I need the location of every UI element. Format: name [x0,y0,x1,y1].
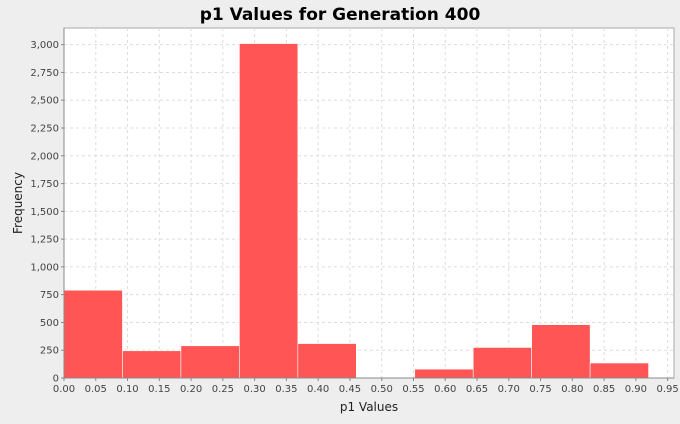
x-tick-label: 0.70 [498,384,520,395]
x-axis-label: p1 Values [340,400,398,414]
histogram-bar [180,345,240,379]
x-tick-label: 0.25 [212,384,234,395]
y-tick-label: 250 [40,346,59,357]
x-tick-label: 0.40 [307,384,329,395]
x-tick-label: 0.85 [593,384,615,395]
y-tick-label: 0 [53,374,59,385]
y-tick-label: 1,500 [30,207,59,218]
x-tick-label: 0.00 [53,384,75,395]
histogram-bar [414,368,474,379]
y-tick-label: 1,250 [30,235,59,246]
y-tick-label: 3,000 [30,40,59,51]
x-tick-label: 0.10 [116,384,138,395]
x-tick-label: 0.90 [625,384,647,395]
y-tick-label: 2,750 [30,68,59,79]
histogram-bar [472,347,532,379]
y-tick-labels: 0 250 500 750 1,000 1,250 1,500 1,750 2,000 2,250… [30,40,59,384]
x-tick-label: 0.15 [148,384,170,395]
chart-title: p1 Values for Generation 400 [200,5,481,25]
x-tick-label: 0.65 [466,384,488,395]
x-tick-label: 0.30 [243,384,265,395]
x-tick-label: 0.80 [561,384,583,395]
axes [61,28,674,381]
histogram-bar [589,362,649,379]
histogram-bar [239,43,299,379]
x-tick-label: 0.55 [402,384,424,395]
y-tick-label: 2,500 [30,96,59,107]
x-tick-label: 0.75 [529,384,551,395]
x-tick-label: 0.50 [371,384,393,395]
x-tick-labels: 0.00 0.05 0.10 0.15 0.20 0.25 0.30 0.35 0.40 0.45… [53,384,679,395]
x-tick-label: 0.45 [339,384,361,395]
histogram-bar [63,289,123,379]
y-tick-label: 2,000 [30,151,59,162]
y-axis-label: Frequency [11,172,25,234]
histogram-bar [122,350,182,379]
x-tick-label: 0.20 [180,384,202,395]
y-tick-label: 750 [40,290,59,301]
bars [63,43,649,379]
histogram-bar [531,324,591,379]
y-tick-label: 1,000 [30,262,59,273]
x-tick-label: 0.05 [85,384,107,395]
x-tick-label: 0.35 [275,384,297,395]
y-tick-label: 1,750 [30,179,59,190]
x-tick-label: 0.95 [657,384,679,395]
y-tick-label: 2,250 [30,124,59,135]
histogram-bar [297,343,357,379]
y-tick-label: 500 [40,318,59,329]
x-tick-label: 0.60 [434,384,456,395]
